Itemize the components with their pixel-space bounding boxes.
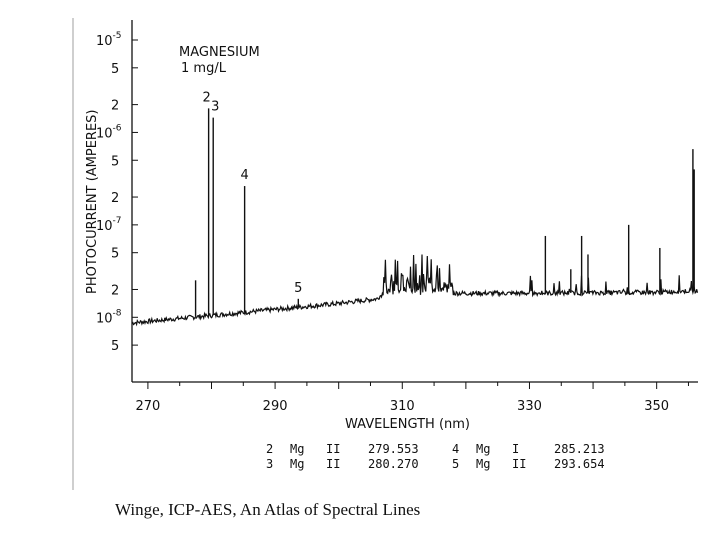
spectrum-trace xyxy=(131,108,699,327)
line-ion: II xyxy=(326,457,340,471)
y-tick-label: 5 xyxy=(111,247,119,262)
line-ion: I xyxy=(512,442,519,456)
line-wavelength: 285.213 xyxy=(554,442,605,456)
line-wavelength: 280.270 xyxy=(368,457,419,471)
line-wavelength: 293.654 xyxy=(554,457,605,471)
y-tick-label: 10-5 xyxy=(96,31,122,49)
line-number: 4 xyxy=(452,442,459,456)
y-tick-exponent: -7 xyxy=(113,216,122,226)
y-axis-label: PHOTOCURRENT (AMPERES) xyxy=(85,110,100,295)
y-tick-label: 10-8 xyxy=(96,308,122,326)
peak-labels: 23 4 5 xyxy=(202,90,302,295)
line-element: Mg xyxy=(476,457,490,471)
y-tick-label: 2 xyxy=(111,283,119,298)
figure-caption: Winge, ICP-AES, An Atlas of Spectral Lin… xyxy=(115,500,421,519)
peak-label: 5 xyxy=(294,281,302,296)
y-tick-label: 2 xyxy=(111,191,119,206)
y-tick-label: 5 xyxy=(111,339,119,354)
chart-axes xyxy=(131,20,698,389)
line-ion: II xyxy=(326,442,340,456)
y-tick-label: 5 xyxy=(111,62,119,77)
peak-label: 4 xyxy=(240,168,248,183)
page-left-rule xyxy=(72,18,74,490)
peak-label: 2 xyxy=(202,90,210,105)
line-wavelength: 279.553 xyxy=(368,442,419,456)
x-tick-label: 350 xyxy=(644,399,669,414)
line-element: Mg xyxy=(290,442,304,456)
line-element: Mg xyxy=(290,457,304,471)
x-axis-label: WAVELENGTH (nm) xyxy=(345,417,470,432)
y-tick-exponent: -6 xyxy=(113,123,122,133)
chart-title: MAGNESIUM xyxy=(179,45,260,60)
line-table: 2 Mg II 279.553 3 Mg II 280.270 4 Mg I 285.213 5 Mg II… xyxy=(266,442,605,471)
y-tick-exponent: -8 xyxy=(113,308,122,318)
line-element: Mg xyxy=(476,442,490,456)
x-tick-label: 290 xyxy=(263,399,288,414)
line-number: 3 xyxy=(266,457,273,471)
line-number: 2 xyxy=(266,442,273,456)
line-number: 5 xyxy=(452,457,459,471)
x-tick-label: 330 xyxy=(517,399,542,414)
peak-label: 3 xyxy=(211,100,219,115)
baseline-trace xyxy=(131,254,699,327)
y-tick-label: 2 xyxy=(111,99,119,114)
chart-subtitle: 1 mg/L xyxy=(181,61,227,76)
y-tick-label: 5 xyxy=(111,154,119,169)
x-tick-label: 270 xyxy=(135,399,160,414)
x-tick-labels: 270 290 310 330 350 xyxy=(135,399,669,414)
x-tick-label: 310 xyxy=(390,399,415,414)
y-tick-exponent: -5 xyxy=(113,31,122,41)
line-ion: II xyxy=(512,457,526,471)
